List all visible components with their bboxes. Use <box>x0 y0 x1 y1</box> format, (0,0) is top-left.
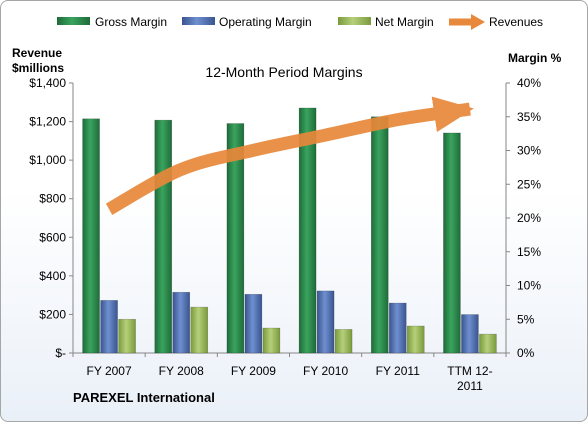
left-axis-title-line1: Revenue <box>12 46 62 60</box>
net-margin-bar <box>190 306 209 354</box>
company-name: PAREXEL International <box>73 390 215 405</box>
gross-margin-bar <box>82 118 100 354</box>
net-margin-bar <box>406 325 425 354</box>
gross-margin-bar <box>370 116 389 354</box>
axes: $- $200 $400 $600 $800 $1,000 $1,200 $1,400 0% 5%… <box>29 76 541 393</box>
right-tick-label: 5% <box>517 312 535 326</box>
net-margin-bar <box>479 333 497 354</box>
right-tick-label: 25% <box>517 177 541 191</box>
operating-margin-bar <box>316 290 335 354</box>
gross-margin-bar <box>443 132 461 354</box>
net-margin-bar <box>262 327 281 354</box>
category-label: FY 2007 <box>87 364 132 378</box>
left-tick-label: $800 <box>39 192 66 206</box>
revenue-series <box>105 96 474 216</box>
left-axis-title-line2: $millions <box>12 61 64 75</box>
right-tick-label: 20% <box>517 211 541 225</box>
category-label: TTM 12- <box>447 364 492 378</box>
operating-margin-bar <box>461 314 479 354</box>
gross-margin-bar <box>298 107 317 354</box>
right-tick-label: 35% <box>517 110 541 124</box>
left-tick-label: $200 <box>39 307 66 321</box>
left-tick-label: $1,200 <box>29 115 66 129</box>
legend-swatch-net-margin <box>338 17 371 25</box>
legend-label-operating-margin: Operating Margin <box>219 15 312 29</box>
legend-label-net-margin: Net Margin <box>375 15 434 29</box>
category-label: FY 2009 <box>231 364 276 378</box>
category-label: FY 2011 <box>376 364 421 378</box>
operating-margin-bar <box>388 302 407 354</box>
legend-swatch-operating-margin <box>182 17 215 25</box>
left-tick-label: $400 <box>39 269 66 283</box>
right-tick-label: 10% <box>517 279 541 293</box>
chart-title: 12-Month Period Margins <box>205 64 362 80</box>
net-margin-bar <box>334 329 353 354</box>
revenues-line <box>105 96 474 216</box>
legend-label-gross-margin: Gross Margin <box>95 15 167 29</box>
operating-margin-bar <box>100 300 118 354</box>
legend-arrowhead <box>471 14 485 30</box>
right-tick-label: 30% <box>517 144 541 158</box>
category-label: FY 2010 <box>303 364 348 378</box>
bars <box>82 107 497 354</box>
net-margin-bar <box>118 318 136 354</box>
category-label: 2011 <box>457 379 483 393</box>
operating-margin-bar <box>172 291 191 354</box>
left-tick-label: $1,000 <box>29 153 66 167</box>
left-tick-label: $600 <box>39 230 66 244</box>
legend-swatch-gross-margin <box>57 17 90 25</box>
gross-margin-bar <box>154 119 173 354</box>
right-tick-label: 15% <box>517 245 541 259</box>
right-tick-label: 0% <box>517 346 535 360</box>
left-tick-label: $- <box>55 346 66 360</box>
right-axis-title: Margin % <box>508 51 562 65</box>
operating-margin-bar <box>244 293 263 354</box>
category-label: FY 2008 <box>159 364 204 378</box>
right-tick-label: 40% <box>517 76 541 90</box>
left-tick-label: $1,400 <box>29 76 66 90</box>
gross-margin-bar <box>226 123 245 354</box>
legend-label-revenues: Revenues <box>489 15 543 29</box>
legend: Gross Margin Operating Margin Net Margin… <box>57 14 543 30</box>
